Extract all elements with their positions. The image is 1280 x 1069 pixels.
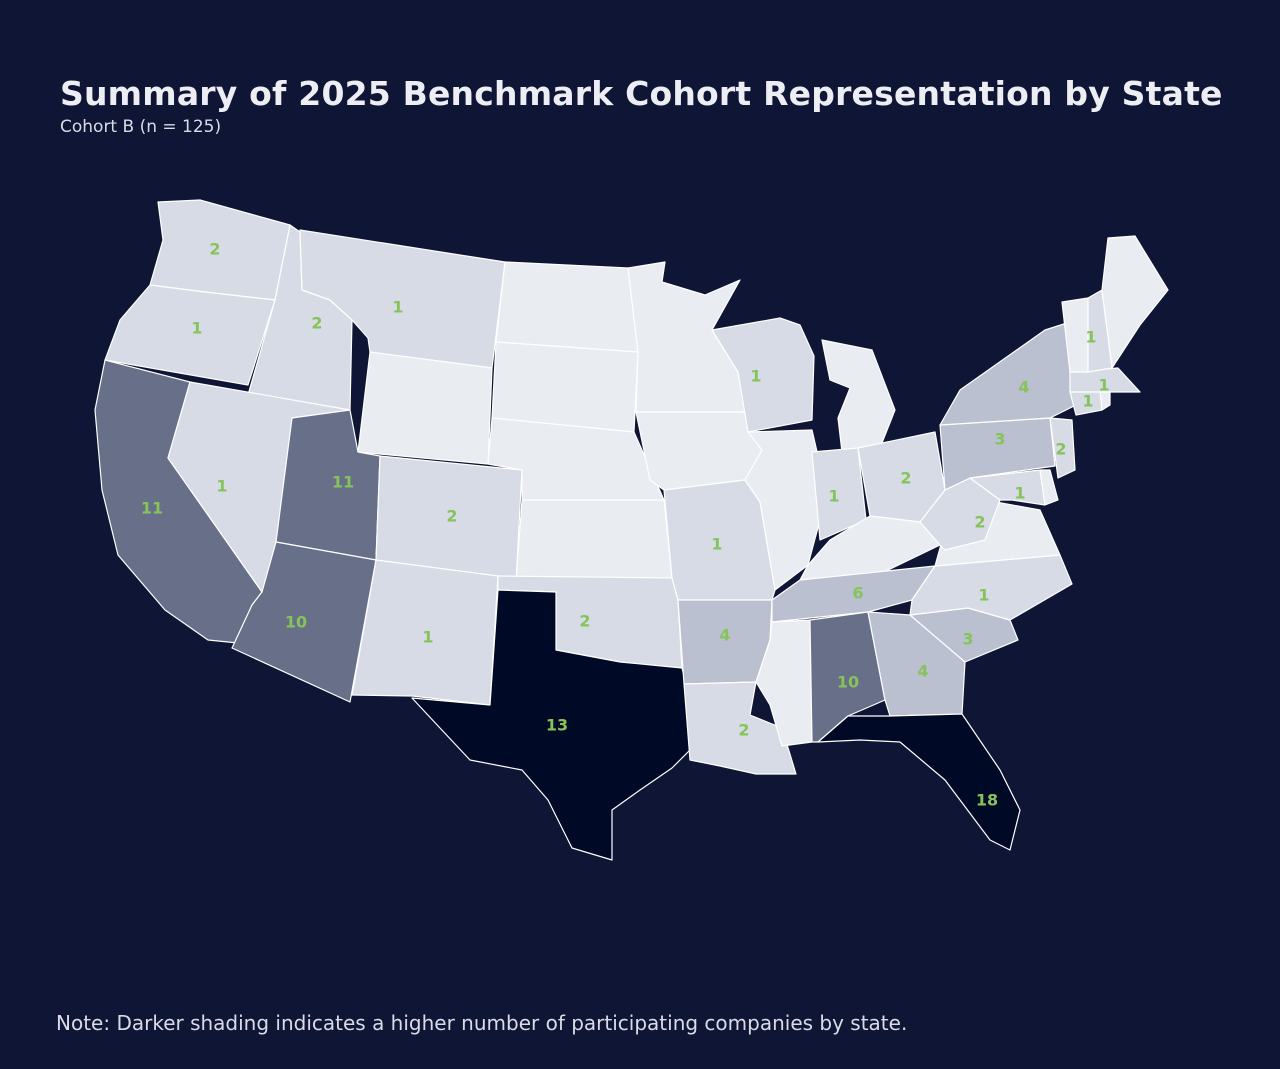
state-ny — [939, 321, 1077, 426]
state-value-label-nh: 1 — [1085, 328, 1096, 347]
state-value-label-ca: 11 — [141, 499, 163, 518]
state-value-label-fl: 18 — [976, 791, 998, 810]
state-value-label-co: 2 — [446, 507, 457, 526]
state-value-label-pa: 3 — [994, 430, 1005, 449]
map-subtitle: Cohort B (n = 125) — [60, 117, 222, 137]
state-value-label-mt: 1 — [392, 298, 403, 317]
state-la — [683, 681, 797, 775]
state-value-label-ut: 11 — [332, 473, 354, 492]
map-title: Summary of 2025 Benchmark Cohort Represe… — [60, 74, 1223, 113]
state-value-label-mo: 1 — [711, 535, 722, 554]
state-tx — [411, 589, 701, 861]
state-value-label-wa: 2 — [209, 240, 220, 259]
state-value-label-ct: 1 — [1082, 392, 1093, 411]
state-nd — [495, 261, 639, 353]
state-value-label-wv: 2 — [974, 513, 985, 532]
state-nm — [351, 559, 499, 706]
state-sd — [491, 341, 639, 433]
state-value-label-ga: 4 — [917, 662, 928, 681]
state-value-label-ma: 1 — [1098, 376, 1109, 395]
states-layer — [94, 199, 1169, 861]
state-me — [1101, 235, 1169, 369]
state-wy — [357, 351, 493, 465]
state-value-label-nc: 1 — [978, 586, 989, 605]
state-value-label-or: 1 — [191, 319, 202, 338]
state-nc — [909, 554, 1073, 621]
state-value-label-md: 1 — [1014, 484, 1025, 503]
state-value-label-id: 2 — [311, 314, 322, 333]
state-ia — [635, 411, 763, 491]
state-value-label-wi: 1 — [750, 367, 761, 386]
state-or — [104, 284, 276, 386]
state-value-label-az: 10 — [285, 613, 307, 632]
state-value-label-al: 10 — [837, 673, 859, 692]
state-fl — [817, 713, 1021, 851]
state-md — [969, 469, 1046, 506]
state-value-label-sc: 3 — [962, 630, 973, 649]
state-value-label-ar: 4 — [719, 626, 730, 645]
state-mi — [821, 339, 896, 453]
state-ks — [515, 499, 673, 583]
state-value-label-nv: 1 — [216, 477, 227, 496]
state-value-label-in: 1 — [828, 487, 839, 506]
shading-note: Note: Darker shading indicates a higher … — [56, 1011, 908, 1035]
state-de — [1039, 469, 1059, 506]
state-value-label-nm: 1 — [422, 628, 433, 647]
state-value-label-ny: 4 — [1018, 378, 1029, 397]
state-value-label-oh: 2 — [900, 469, 911, 488]
state-il — [744, 429, 821, 591]
state-value-label-ok: 2 — [579, 612, 590, 631]
state-value-label-tx: 13 — [546, 716, 568, 735]
state-value-label-tn: 6 — [852, 584, 863, 603]
state-wi — [711, 317, 815, 433]
state-value-label-la: 2 — [738, 721, 749, 740]
state-value-label-nj: 2 — [1055, 440, 1066, 459]
state-nj — [1049, 417, 1076, 479]
